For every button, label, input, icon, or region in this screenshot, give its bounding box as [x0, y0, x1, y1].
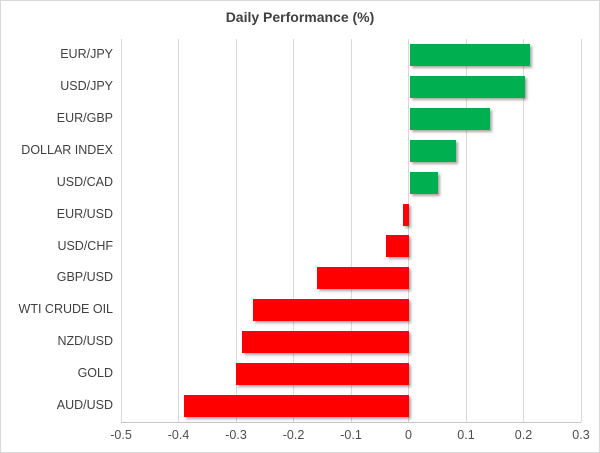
gridline — [465, 39, 467, 422]
bar-gbp-usd — [316, 267, 409, 290]
x-tick-label: 0 — [405, 428, 412, 442]
x-tick-label: 0.2 — [514, 428, 533, 442]
chart-title: Daily Performance (%) — [225, 9, 375, 25]
bar-usd-cad — [409, 171, 439, 194]
gridline — [350, 39, 352, 422]
gridline — [523, 39, 524, 422]
x-tick-label: -0.2 — [282, 428, 305, 442]
x-tick-label: -0.3 — [225, 428, 247, 442]
gridline — [235, 39, 237, 422]
category-label: EUR/JPY — [60, 47, 113, 61]
x-tick-label: -0.5 — [110, 428, 132, 442]
gridline — [408, 39, 409, 422]
category-label: WTI CRUDE OIL — [18, 302, 113, 317]
bar-gold — [236, 363, 409, 386]
category-label: EUR/GBP — [56, 110, 113, 125]
category-label: GOLD — [77, 366, 113, 381]
gridline — [293, 39, 294, 422]
category-label: USD/JPY — [60, 78, 113, 93]
category-label: USD/CHF — [57, 238, 113, 253]
bar-eur-usd — [402, 203, 409, 226]
category-axis: EUR/JPY USD/JPY EUR/GBP DOLLAR INDEX USD/CAD… — [1, 39, 113, 422]
bar-wti-crude-oil — [253, 299, 409, 322]
category-label: GBP/USD — [56, 270, 113, 285]
bar-eur-jpy — [409, 43, 531, 66]
x-axis-line — [121, 422, 581, 423]
category-label: USD/CAD — [56, 174, 113, 189]
category-label: EUR/USD — [56, 206, 113, 221]
x-tick-label: -0.1 — [340, 428, 362, 442]
category-label: AUD/USD — [56, 398, 113, 413]
bar-nzd-usd — [241, 331, 409, 354]
x-tick-label: 0.3 — [572, 428, 590, 442]
gridline — [120, 39, 122, 422]
bar-usd-jpy — [409, 75, 525, 98]
x-tick-label: 0.1 — [457, 428, 475, 442]
bar-eur-gbp — [409, 107, 490, 130]
gridline — [580, 39, 582, 422]
bar-dollar-index — [409, 139, 456, 162]
plot-area — [120, 39, 582, 422]
category-label: DOLLAR INDEX — [21, 142, 113, 157]
x-tick-label: -0.4 — [167, 428, 190, 442]
category-label: NZD/USD — [57, 334, 113, 349]
gridline — [178, 39, 179, 422]
x-axis-ticks: -0.5 -0.4 -0.3 -0.2 -0.1 0 0.1 0.2 0.3 — [110, 424, 589, 448]
bar-usd-chf — [385, 235, 409, 258]
bar-aud-usd — [184, 395, 409, 418]
